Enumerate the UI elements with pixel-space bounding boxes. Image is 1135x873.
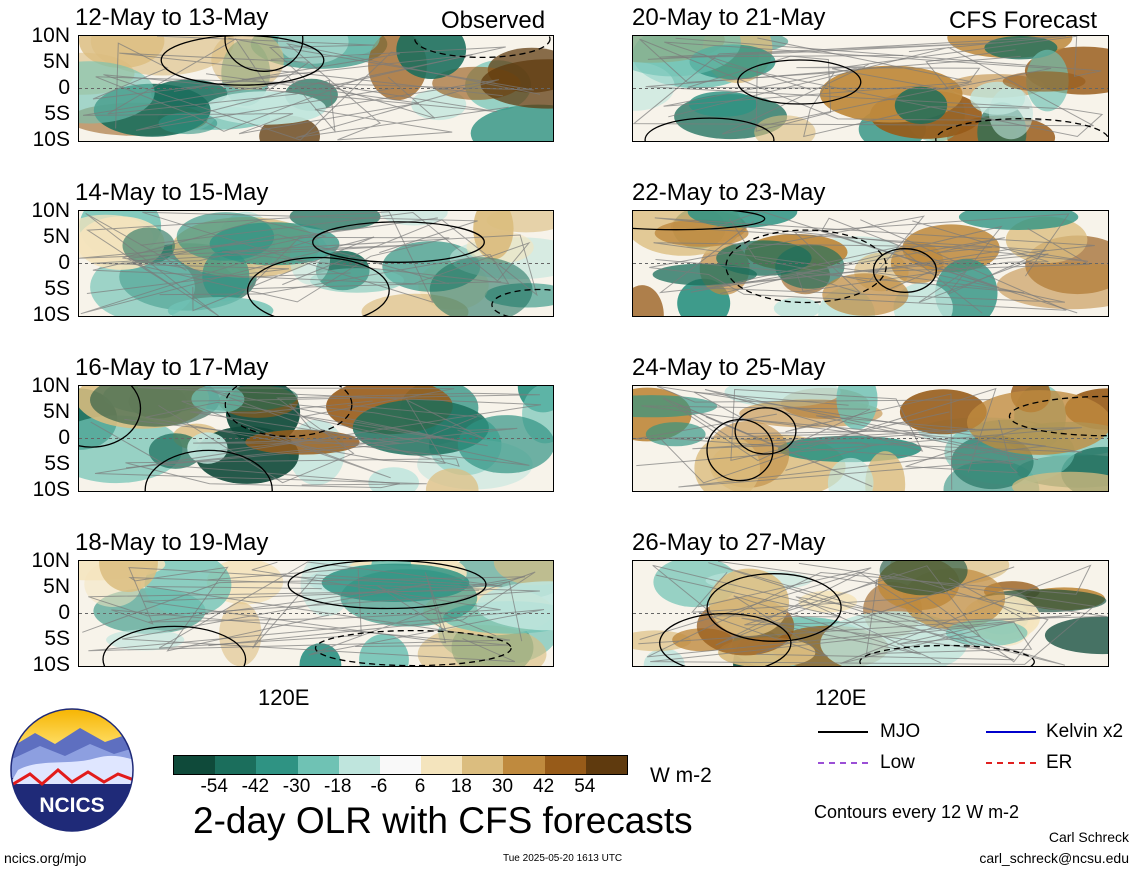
colorbar-segment [174, 756, 216, 774]
lat-label: 5S [44, 277, 70, 300]
lat-label: 0 [58, 251, 70, 274]
panel-title-fcst-4: 26-May to 27-May [632, 529, 826, 556]
colorbar-segment [544, 756, 587, 774]
footer-site: ncics.org/mjo [4, 850, 87, 866]
lat-label: 5N [43, 50, 70, 73]
forecast-header: CFS Forecast [949, 7, 1098, 34]
panel-title-fcst-3: 24-May to 25-May [632, 354, 826, 381]
colorbar-tick-label: 54 [574, 776, 596, 797]
lat-label: 5S [44, 102, 70, 125]
longitude-label-obs: 120E [258, 685, 310, 710]
lat-label: 5S [44, 627, 70, 650]
lat-label: 10S [32, 303, 70, 326]
panel-title-fcst-1: 20-May to 21-May [632, 4, 826, 31]
legend-label-mjo: MJO [880, 721, 921, 742]
lat-label: 5N [43, 575, 70, 598]
colorbar-tick-label: -6 [370, 776, 388, 797]
panel-title-obs-3: 16-May to 17-May [75, 354, 269, 381]
lat-label: 10N [31, 374, 70, 397]
lat-label: 10S [32, 128, 70, 151]
colorbar [173, 755, 628, 775]
footer-timestamp: Tue 2025-05-20 1613 UTC [503, 853, 623, 864]
colorbar-segment [256, 756, 299, 774]
olr-map-obs-3 [78, 385, 554, 492]
olr-map-fcst-4 [632, 560, 1109, 667]
longitude-label-fcst: 120E [815, 685, 867, 710]
panel-title-obs-4: 18-May to 19-May [75, 529, 269, 556]
legend-label-kelvin: Kelvin x2 [1046, 721, 1124, 742]
colorbar-tick-label: 18 [450, 776, 472, 797]
logo-text: NCICS [39, 794, 104, 817]
colorbar-segment [503, 756, 546, 774]
colorbar-tick-label: 42 [533, 776, 555, 797]
lat-label: 10S [32, 653, 70, 676]
main-title: 2-day OLR with CFS forecasts [193, 800, 693, 841]
olr-map-obs-1 [78, 35, 554, 142]
lat-label: 10N [31, 199, 70, 222]
colorbar-tick-label: -18 [323, 776, 352, 797]
lat-label: 0 [58, 76, 70, 99]
olr-map-fcst-3 [632, 385, 1109, 492]
panel-title-fcst-2: 22-May to 23-May [632, 179, 826, 206]
olr-map-obs-4 [78, 560, 554, 667]
colorbar-units: W m-2 [650, 764, 712, 787]
colorbar-segment [297, 756, 340, 774]
footer-author: Carl Schreck [1048, 829, 1129, 845]
legend-swatch-kelvin [986, 731, 1036, 733]
colorbar-tick-label: -42 [241, 776, 270, 797]
colorbar-segment [338, 756, 381, 774]
colorbar-tick-label: 30 [491, 776, 514, 797]
legend-swatch-low [818, 762, 868, 764]
lat-label: 10N [31, 24, 70, 47]
observed-header: Observed [441, 7, 546, 34]
legend-swatch-er [986, 762, 1036, 764]
contour-interval-note: Contours every 12 W m-2 [814, 802, 1020, 822]
colorbar-tick-label: 6 [414, 776, 426, 797]
panel-title-obs-1: 12-May to 13-May [75, 4, 269, 31]
panel-title-obs-2: 14-May to 15-May [75, 179, 269, 206]
colorbar-tick-label: -54 [200, 776, 228, 797]
lat-label: 10S [32, 478, 70, 501]
olr-map-fcst-1 [632, 35, 1109, 142]
lat-label: 0 [58, 601, 70, 624]
lat-label: 0 [58, 426, 70, 449]
colorbar-segment [421, 756, 463, 774]
colorbar-segment [379, 756, 422, 774]
legend-swatch-mjo [818, 731, 868, 733]
ncics-logo: NCICS [10, 708, 134, 832]
colorbar-segment [585, 756, 628, 774]
colorbar-tick-label: -30 [282, 776, 311, 797]
legend-label-low: Low [880, 752, 915, 773]
legend-label-er: ER [1046, 752, 1073, 773]
lat-label: 10N [31, 549, 70, 572]
lat-label: 5N [43, 400, 70, 423]
colorbar-segment [462, 756, 504, 774]
lat-label: 5N [43, 225, 70, 248]
colorbar-segment [215, 756, 257, 774]
olr-map-obs-2 [78, 210, 554, 317]
footer-email: carl_schreck@ncsu.edu [979, 850, 1129, 866]
olr-map-fcst-2 [632, 210, 1109, 317]
lat-label: 5S [44, 452, 70, 475]
